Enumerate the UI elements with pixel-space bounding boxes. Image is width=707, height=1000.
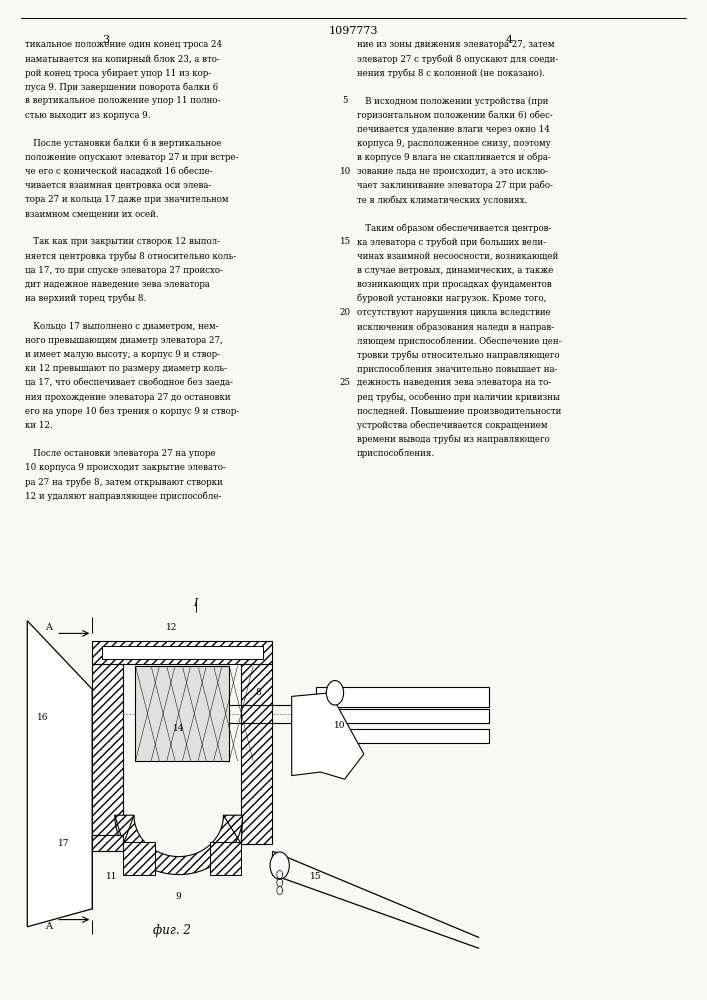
Text: стью выходит из корпуса 9.: стью выходит из корпуса 9.	[25, 110, 151, 119]
Polygon shape	[316, 709, 489, 723]
Text: приспособления значительно повышает на-: приспособления значительно повышает на-	[357, 364, 557, 374]
Text: 15: 15	[310, 872, 322, 881]
Text: че его с конической насадкой 16 обеспе-: че его с конической насадкой 16 обеспе-	[25, 167, 212, 176]
Text: I: I	[194, 598, 198, 608]
Text: положение опускают элеватор 27 и при встре-: положение опускают элеватор 27 и при вст…	[25, 153, 238, 162]
Text: времени вывода трубы из направляющего: времени вывода трубы из направляющего	[357, 435, 550, 444]
Text: исключения образования наледи в направ-: исключения образования наледи в направ-	[357, 322, 554, 332]
Text: Кольцо 17 выполнено с диаметром, нем-: Кольцо 17 выполнено с диаметром, нем-	[25, 322, 218, 331]
Text: буровой установки нагрузок. Кроме того,: буровой установки нагрузок. Кроме того,	[357, 294, 547, 303]
Text: тора 27 и кольца 17 даже при значительном: тора 27 и кольца 17 даже при значительно…	[25, 195, 228, 204]
Text: элеватор 27 с трубой 8 опускают для соеди-: элеватор 27 с трубой 8 опускают для соед…	[357, 54, 559, 64]
Circle shape	[270, 852, 289, 879]
Text: взаимном смещении их осей.: взаимном смещении их осей.	[25, 209, 158, 218]
Text: Таким образом обеспечивается центров-: Таким образом обеспечивается центров-	[357, 223, 551, 233]
Polygon shape	[292, 693, 364, 779]
Text: ки 12.: ки 12.	[25, 421, 52, 430]
Text: ка элеватора с трубой при больших вели-: ка элеватора с трубой при больших вели-	[357, 237, 546, 247]
Text: ца 17, то при спуске элеватора 27 происхо-: ца 17, то при спуске элеватора 27 происх…	[25, 266, 223, 275]
Text: рец трубы, особенно при наличии кривизны: рец трубы, особенно при наличии кривизны	[357, 393, 560, 402]
Text: 16: 16	[37, 714, 48, 722]
Text: 5: 5	[342, 96, 348, 105]
Text: нения трубы 8 с колонной (не показано).: нения трубы 8 с колонной (не показано).	[357, 68, 545, 78]
Text: После остановки элеватора 27 на упоре: После остановки элеватора 27 на упоре	[25, 449, 215, 458]
Text: устройства обеспечивается сокращением: устройства обеспечивается сокращением	[357, 421, 547, 430]
Text: зование льда не происходит, а это исклю-: зование льда не происходит, а это исклю-	[357, 167, 548, 176]
Text: ляющем приспособлении. Обеспечение цен-: ляющем приспособлении. Обеспечение цен-	[357, 336, 561, 346]
Text: 17: 17	[57, 839, 69, 848]
Text: 25: 25	[339, 378, 351, 387]
Text: ки 12 превышают по размеру диаметр коль-: ки 12 превышают по размеру диаметр коль-	[25, 364, 227, 373]
Text: рой конец троса убирает упор 11 из кор-: рой конец троса убирает упор 11 из кор-	[25, 68, 211, 78]
Text: последней. Повышение производительности: последней. Повышение производительности	[357, 407, 561, 416]
Text: ца 17, что обеспечивает свободное без заеда-: ца 17, что обеспечивает свободное без за…	[25, 378, 233, 387]
Text: корпуса 9, расположенное снизу, поэтому: корпуса 9, расположенное снизу, поэтому	[357, 139, 551, 148]
Text: ра 27 на трубе 8, затем открывают створки: ра 27 на трубе 8, затем открывают створк…	[25, 477, 223, 487]
Polygon shape	[92, 641, 272, 664]
Text: В исходном положении устройства (при: В исходном положении устройства (при	[357, 96, 549, 106]
Text: чинах взаимной несоосности, возникающей: чинах взаимной несоосности, возникающей	[357, 251, 559, 260]
Text: 12 и удаляют направляющее приспособле-: 12 и удаляют направляющее приспособле-	[25, 491, 221, 501]
Polygon shape	[102, 646, 263, 659]
Text: дит надежное наведение зева элеватора: дит надежное наведение зева элеватора	[25, 280, 209, 289]
Text: те в любых климатических условиях.: те в любых климатических условиях.	[357, 195, 527, 205]
Text: фиг. 2: фиг. 2	[153, 924, 190, 937]
Text: A: A	[45, 922, 52, 931]
Text: и имеет малую высоту, а корпус 9 и створ-: и имеет малую высоту, а корпус 9 и створ…	[25, 350, 220, 359]
Text: После установки балки 6 в вертикальное: После установки балки 6 в вертикальное	[25, 139, 221, 148]
Text: ния прохождение элеватора 27 до остановки: ния прохождение элеватора 27 до остановк…	[25, 393, 230, 402]
Text: 10: 10	[334, 721, 346, 730]
Text: в вертикальное положение упор 11 полно-: в вертикальное положение упор 11 полно-	[25, 96, 220, 105]
Polygon shape	[241, 664, 272, 844]
Text: отсутствуют нарушения цикла вследствие: отсутствуют нарушения цикла вследствие	[357, 308, 551, 317]
Polygon shape	[92, 664, 124, 844]
Text: горизонтальном положении балки 6) обес-: горизонтальном положении балки 6) обес-	[357, 110, 553, 120]
Polygon shape	[316, 687, 489, 707]
Circle shape	[327, 681, 344, 705]
Text: 15: 15	[339, 237, 351, 246]
Text: в случае ветровых, динамических, а также: в случае ветровых, динамических, а также	[357, 266, 554, 275]
Text: дежность наведения зева элеватора на то-: дежность наведения зева элеватора на то-	[357, 378, 551, 387]
Text: 11: 11	[105, 872, 117, 881]
Polygon shape	[18, 592, 498, 952]
Polygon shape	[210, 842, 241, 875]
Text: 9: 9	[176, 892, 182, 901]
Polygon shape	[92, 835, 124, 851]
Text: 4: 4	[506, 35, 513, 45]
Text: 8: 8	[255, 688, 261, 697]
Polygon shape	[115, 815, 243, 875]
Text: 12: 12	[166, 624, 177, 633]
Text: печивается удаление влаги через окно 14: печивается удаление влаги через окно 14	[357, 125, 550, 134]
Text: на верхний торец трубы 8.: на верхний торец трубы 8.	[25, 294, 146, 303]
Text: 3: 3	[103, 35, 110, 45]
Polygon shape	[316, 729, 489, 743]
Text: его на упоре 10 без трения о корпус 9 и створ-: его на упоре 10 без трения о корпус 9 и …	[25, 407, 239, 416]
Text: приспособления.: приспособления.	[357, 449, 436, 458]
Text: ного превышающим диаметр элеватора 27,: ного превышающим диаметр элеватора 27,	[25, 336, 223, 345]
Text: 1097773: 1097773	[329, 26, 378, 36]
Polygon shape	[28, 621, 92, 927]
Polygon shape	[136, 666, 229, 761]
Text: чает заклинивание элеватора 27 при рабо-: чает заклинивание элеватора 27 при рабо-	[357, 181, 553, 190]
Text: 10: 10	[339, 167, 351, 176]
Text: наматывается на копирный блок 23, а вто-: наматывается на копирный блок 23, а вто-	[25, 54, 219, 64]
Text: няется центровка трубы 8 относительно коль-: няется центровка трубы 8 относительно ко…	[25, 251, 236, 261]
Text: чивается взаимная центровка оси элева-: чивается взаимная центровка оси элева-	[25, 181, 211, 190]
Text: 20: 20	[339, 308, 351, 317]
Text: 14: 14	[173, 724, 185, 733]
Text: тровки трубы относительно направляющего: тровки трубы относительно направляющего	[357, 350, 559, 360]
Text: в корпусе 9 влага не скапливается и обра-: в корпусе 9 влага не скапливается и обра…	[357, 153, 551, 162]
Polygon shape	[124, 842, 155, 875]
Text: тикальное положение один конец троса 24: тикальное положение один конец троса 24	[25, 40, 222, 49]
Text: Так как при закрытии створок 12 выпол-: Так как при закрытии створок 12 выпол-	[25, 237, 220, 246]
Text: ние из зоны движения элеватора 27, затем: ние из зоны движения элеватора 27, затем	[357, 40, 554, 49]
Text: 10 корпуса 9 происходит закрытие элевато-: 10 корпуса 9 происходит закрытие элевато…	[25, 463, 226, 472]
Text: пуса 9. При завершении поворота балки 6: пуса 9. При завершении поворота балки 6	[25, 82, 218, 92]
Text: A: A	[45, 624, 52, 633]
Text: возникающих при просадках фундаментов: возникающих при просадках фундаментов	[357, 280, 551, 289]
